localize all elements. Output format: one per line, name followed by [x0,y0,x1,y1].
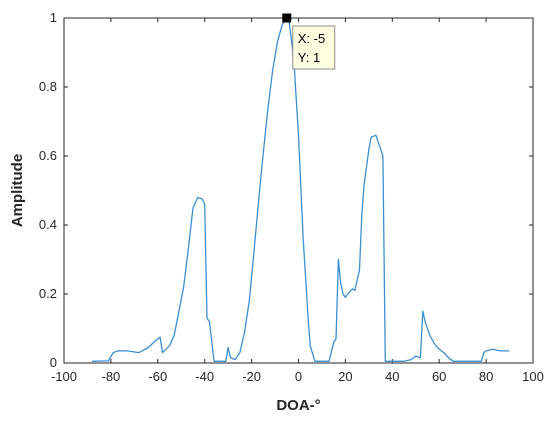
plot-box [63,17,534,364]
datatip[interactable]: X: -5 Y: 1 [282,13,336,70]
datatip-marker[interactable] [282,13,292,23]
x-axis-label: DOA-° [276,397,320,414]
datatip-box [292,25,336,70]
tick-labels: -100 -80 -60 -40 -20 0 20 40 60 80 100 0 0.2 0.4 0.6 0.… [39,10,544,384]
x-tick-label: 0 [295,369,302,384]
x-tick-label: 20 [338,369,352,384]
series-line-0 [92,17,510,362]
series-layer [92,17,510,362]
y-tick-label: 0.2 [39,286,57,301]
x-tick-label: -20 [242,369,261,384]
x-tick-label: -100 [51,369,77,384]
datatip-x-text: X: -5 [298,31,325,46]
y-axis-label: Amplitude [9,154,26,227]
axes [63,17,534,364]
y-tick-label: 0.6 [39,148,57,163]
x-tick-label: 100 [522,369,544,384]
x-tick-label: -60 [148,369,167,384]
tick-marks [63,17,534,364]
x-tick-label: 80 [479,369,493,384]
y-tick-label: 0 [50,355,57,370]
datatip-y-text: Y: 1 [298,50,320,65]
x-tick-label: -80 [102,369,121,384]
x-tick-label: -40 [195,369,214,384]
x-tick-label: 60 [432,369,446,384]
x-tick-label: 40 [385,369,399,384]
y-tick-label: 1 [50,10,57,25]
y-tick-label: 0.8 [39,79,57,94]
y-tick-label: 0.4 [39,217,57,232]
